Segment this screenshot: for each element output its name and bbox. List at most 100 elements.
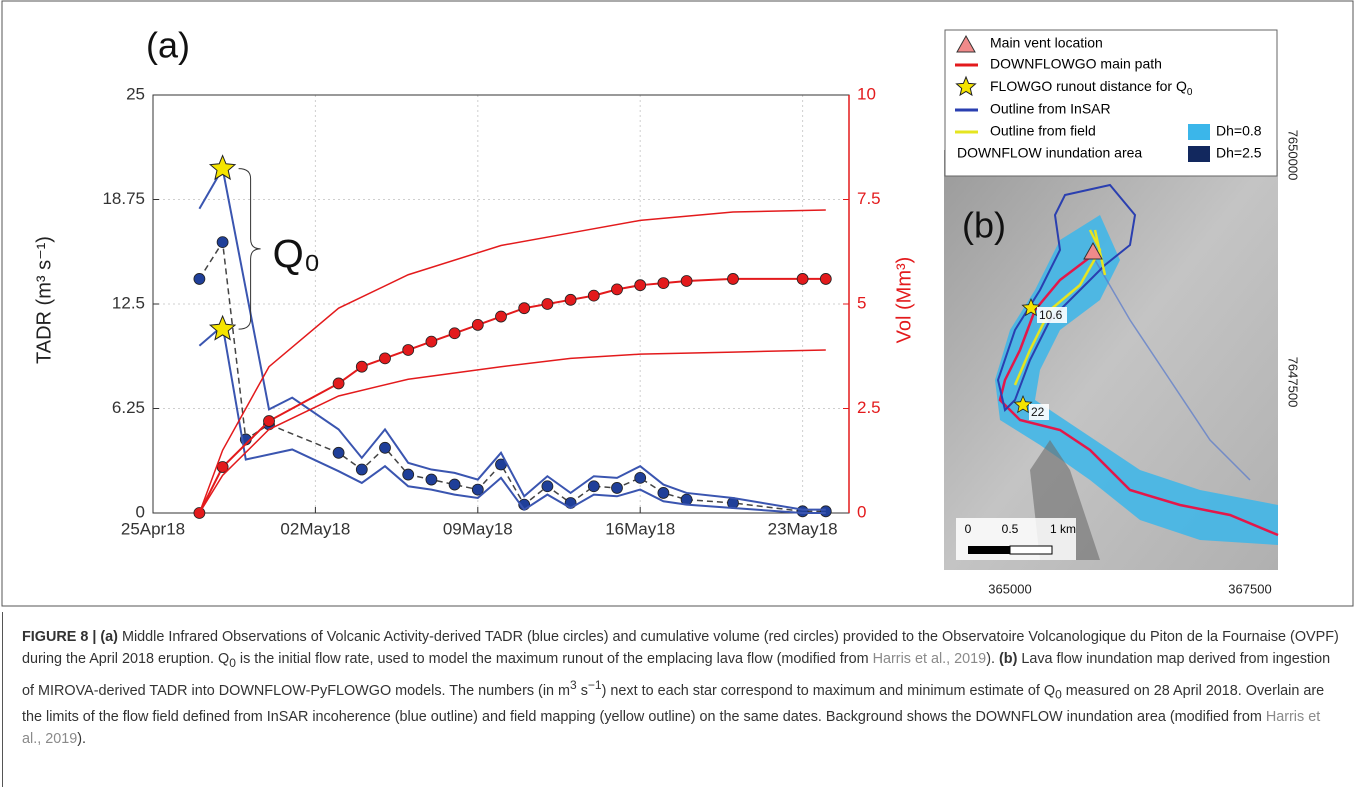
x-tick-label: 25Apr18: [121, 519, 185, 538]
data-point: [193, 273, 206, 285]
flow-lines: [1094, 259, 1251, 481]
map-star-label-bg: [1037, 307, 1067, 323]
x-tick-label: 09May18: [443, 519, 513, 538]
data-point: [587, 480, 600, 493]
data-point: [634, 279, 647, 292]
data-point: [796, 505, 809, 518]
legend-swatch: [1188, 124, 1210, 140]
data-point: [379, 352, 391, 365]
legend-label: DOWNFLOW inundation area: [957, 145, 1142, 161]
data-point: [471, 483, 484, 496]
series-line: [198, 277, 826, 514]
data-point: [425, 473, 438, 486]
scale-bar: [1009, 545, 1053, 555]
insar-outline: [996, 183, 1137, 412]
y2-tick-label: 2.5: [857, 398, 881, 417]
figure-frame: [1, 0, 1354, 607]
data-point: [448, 478, 461, 491]
figure: (a) TADR (m³ s⁻¹) Vol (Mm³) 0 0.5 1 km (…: [1, 0, 1354, 607]
caption-text: FIGURE 8 | (a): [22, 629, 118, 645]
y2-axis-label: Vol (Mm³): [893, 257, 915, 344]
data-point: [495, 310, 507, 323]
map-x-tick: 365000: [988, 581, 1031, 596]
scale-label: 0: [965, 522, 972, 536]
series-line: [198, 209, 826, 514]
y2-tick-label: 7.5: [857, 189, 881, 208]
caption-text: ).: [77, 730, 87, 747]
caption-superscript: −1: [587, 677, 602, 692]
caption: FIGURE 8 | (a) Middle Infrared Observati…: [22, 626, 1340, 750]
caption-text: measured on 28 April 2018. Overlain are …: [22, 682, 1325, 725]
legend-label: Main vent location: [990, 35, 1103, 51]
y-tick-label: 6.25: [112, 398, 145, 417]
data-point: [680, 275, 693, 287]
data-point: [727, 273, 739, 285]
data-point: [263, 415, 275, 427]
data-point: [402, 344, 415, 356]
data-point: [355, 463, 368, 476]
caption-link[interactable]: Harris et al., 2019: [872, 651, 987, 667]
caption-text: Q: [218, 651, 230, 667]
caption-superscript: 3: [570, 677, 577, 692]
data-point: [819, 273, 832, 285]
chart: 0 6.25 12.5 18.75 25 0 2.5 5 7.5 10 25Apr18 02May18…: [102, 84, 880, 538]
legend-label: DOWNFLOWGO main path: [990, 56, 1162, 72]
data-point: [819, 505, 832, 518]
x-tick-label: 02May18: [280, 519, 350, 538]
data-point: [448, 327, 461, 340]
legend-label: FLOWGO runout distance for Q: [990, 78, 1187, 94]
panel-label: (b): [962, 205, 1006, 246]
series-line: [198, 239, 826, 513]
y2-tick-label: 5: [857, 293, 866, 312]
caption-text: (b): [998, 651, 1018, 667]
q0-bracket: [238, 168, 261, 330]
data-point: [564, 293, 577, 306]
data-point: [611, 482, 623, 494]
annotation: Q₀: [273, 232, 321, 276]
data-point: [657, 277, 670, 290]
y-tick-label: 25: [126, 84, 145, 103]
map-legend: [944, 29, 1278, 177]
caption-text: Lava flow inundation map derived from in…: [22, 651, 1331, 699]
data-point: [541, 480, 554, 493]
y-axis-label: TADR (m³ s⁻¹): [33, 236, 55, 364]
x-tick-label: 23May18: [768, 519, 838, 538]
scale-bar: [968, 546, 1010, 554]
legend-label: Outline from field: [990, 123, 1096, 139]
caption-text: ).: [986, 651, 999, 667]
y-tick-label: 0: [136, 502, 145, 521]
data-point: [541, 298, 554, 310]
caption-link[interactable]: Harris et al., 2019: [22, 708, 1321, 747]
map-star: [1013, 394, 1033, 414]
data-point: [332, 377, 345, 390]
y-tick-label: 18.75: [102, 189, 145, 208]
star-marker: [208, 314, 237, 341]
data-point: [796, 273, 809, 285]
data-point: [355, 360, 368, 373]
caption-subscript: 0: [229, 655, 236, 670]
series-line: [198, 349, 826, 514]
data-point: [587, 289, 600, 302]
data-point: [402, 468, 415, 481]
data-point: [657, 487, 670, 499]
map-y-tick: 7650000: [1286, 130, 1301, 181]
legend-icon: [956, 34, 976, 53]
caption-subscript: 0: [1055, 687, 1062, 702]
legend-icon: [955, 75, 977, 97]
data-point: [425, 335, 438, 348]
scale-label: 1 km: [1050, 522, 1076, 536]
caption-text: s: [576, 682, 588, 699]
map-star: [1021, 297, 1041, 317]
scale-label: 0.5: [1002, 522, 1019, 536]
y2-tick-label: 0: [857, 502, 866, 521]
data-point: [518, 302, 531, 315]
map-star-label-bg: [1029, 404, 1049, 420]
x-tick-label: 16May18: [605, 519, 675, 538]
field-outline: [1013, 229, 1107, 386]
caption-text: is the initial flow rate, used to model …: [235, 651, 873, 667]
caption-bar: [2, 612, 3, 787]
data-point: [216, 236, 229, 249]
legend-label: Dh=2.5: [1216, 145, 1262, 161]
data-point: [471, 318, 484, 331]
map-star-label: 10.6: [1039, 308, 1063, 322]
